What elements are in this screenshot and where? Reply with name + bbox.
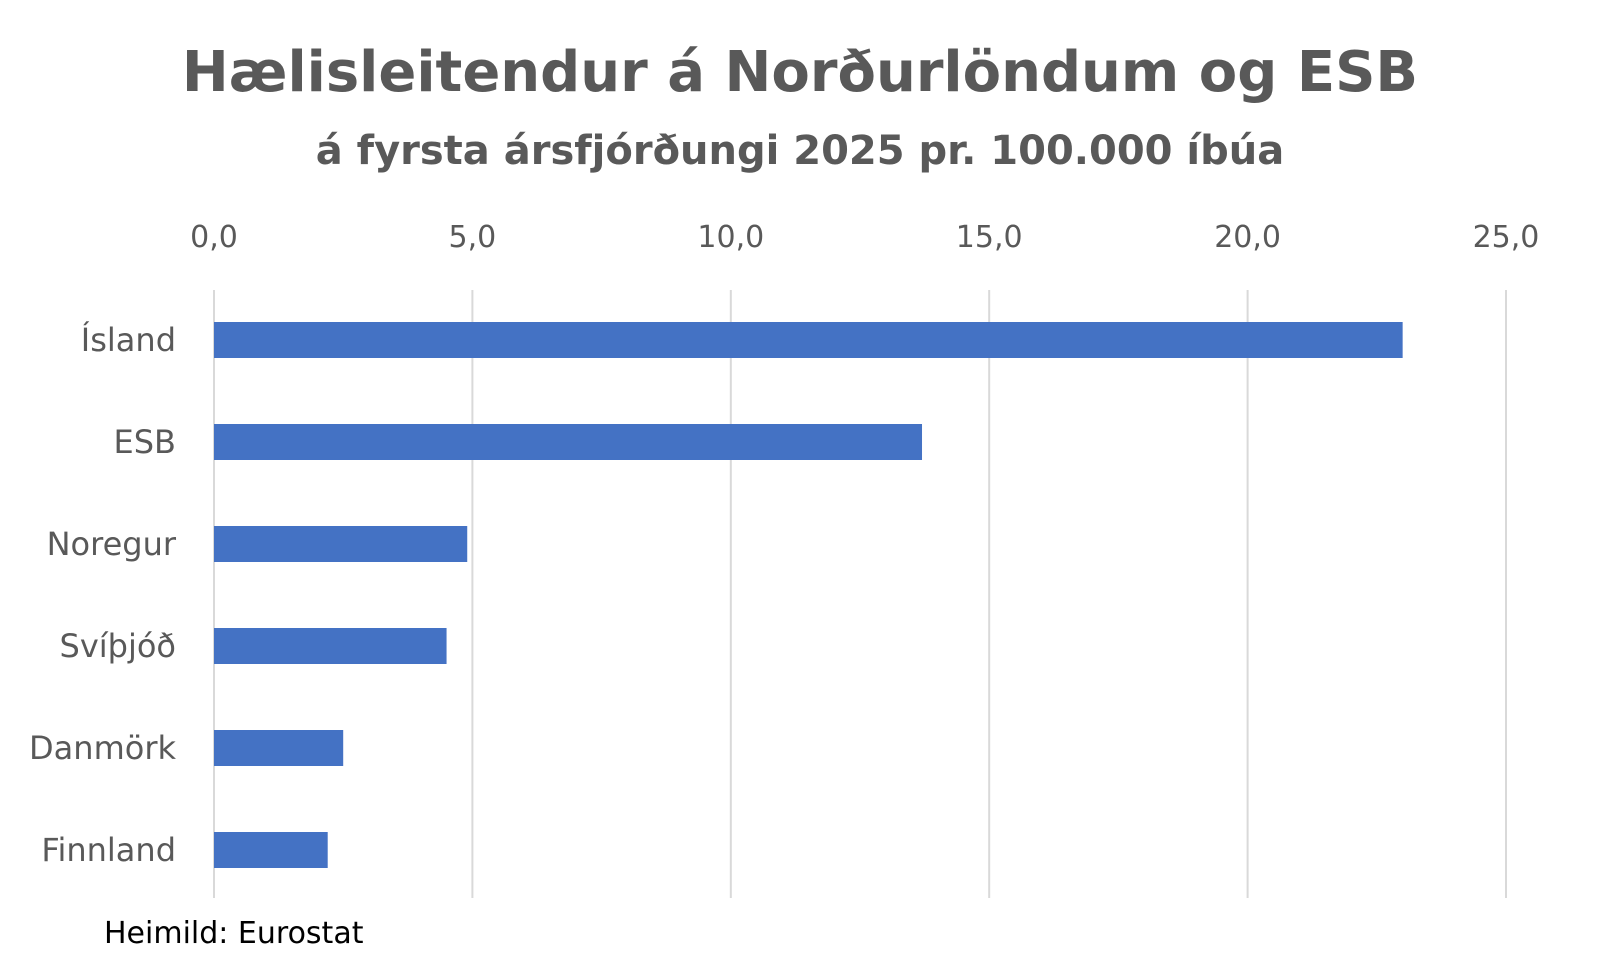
x-tick-label: 20,0 (1214, 220, 1281, 255)
bar (214, 526, 468, 562)
x-tick-label: 5,0 (449, 220, 497, 255)
bar (214, 832, 328, 868)
x-tick-label: 25,0 (1473, 220, 1540, 255)
category-labels: Ísland ESB Noregur Svíþjóð Danmörk Finnland (29, 321, 177, 869)
bar (214, 730, 344, 766)
bars (214, 322, 1403, 868)
bar (214, 424, 923, 460)
category-label: Finnland (41, 831, 176, 869)
category-label: ESB (114, 423, 176, 461)
category-label: Noregur (47, 525, 177, 563)
source-note: Heimild: Eurostat (104, 916, 364, 951)
gridlines (213, 290, 1507, 898)
bar (214, 628, 447, 664)
chart-title: Hælisleitendur á Norðurlöndum og ESB (181, 40, 1419, 105)
category-label: Ísland (81, 321, 176, 359)
category-label: Danmörk (29, 729, 176, 767)
x-tick-label: 15,0 (956, 220, 1023, 255)
chart-subtitle: á fyrsta ársfjórðungi 2025 pr. 100.000 í… (315, 128, 1285, 174)
x-tick-label: 0,0 (190, 220, 238, 255)
x-axis-tick-labels: 0,0 5,0 10,0 15,0 20,0 25,0 (190, 220, 1539, 255)
bar (214, 322, 1403, 358)
category-label: Svíþjóð (60, 627, 177, 665)
x-tick-label: 10,0 (697, 220, 764, 255)
